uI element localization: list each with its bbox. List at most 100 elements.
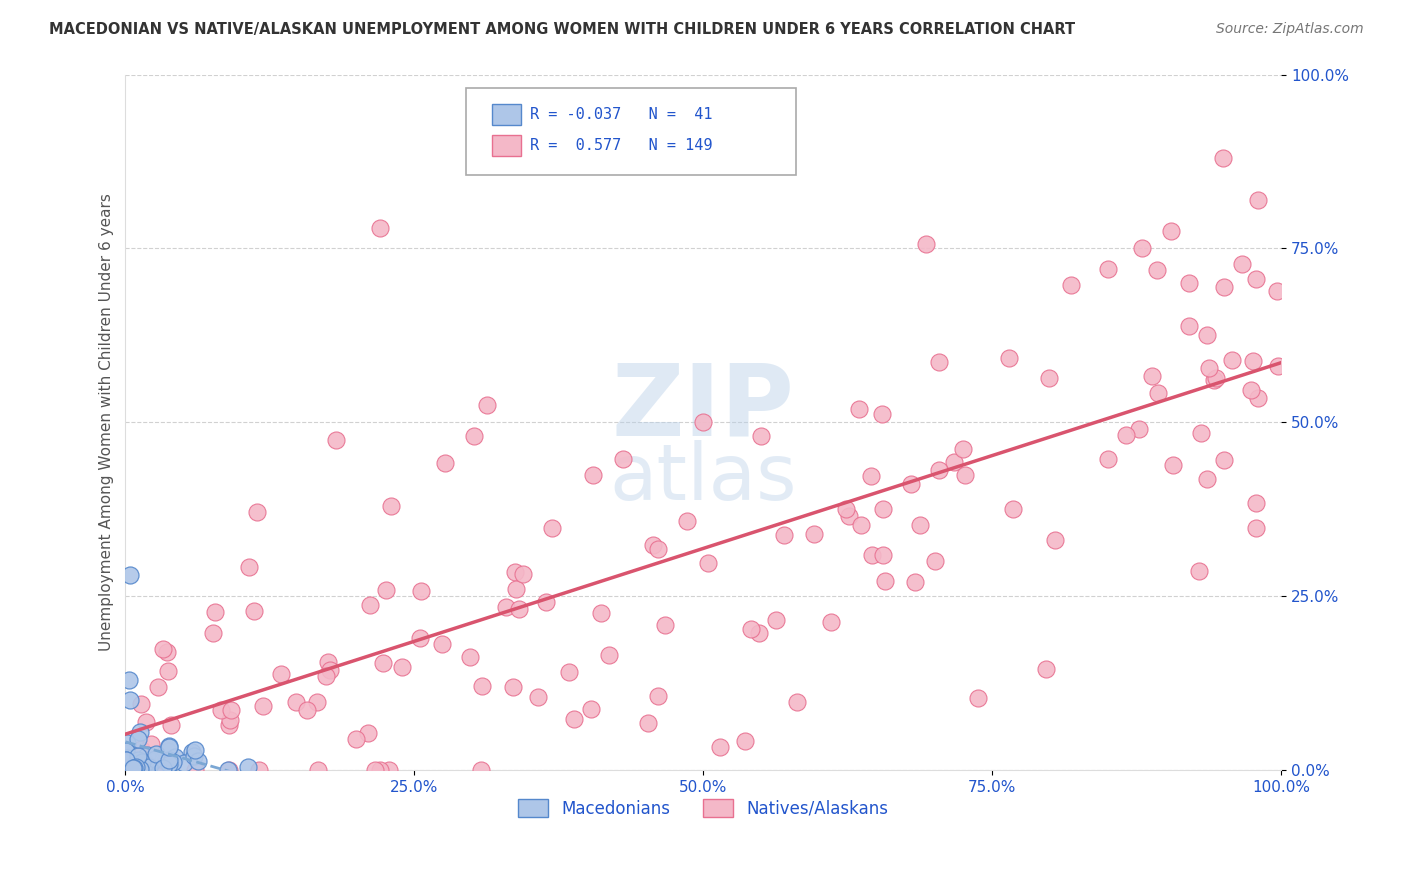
Point (471, 679, 494, 693)
Point (1038, 370, 1060, 384)
Point (409, 632, 432, 646)
Point (120, 568, 142, 582)
Point (434, 456, 457, 470)
Point (859, 468, 882, 483)
Point (284, 695, 307, 709)
Point (315, 668, 337, 682)
Point (943, 455, 966, 469)
Point (184, 743, 207, 757)
Point (134, 756, 156, 770)
Point (1246, 521, 1268, 535)
Point (692, 415, 714, 429)
Point (209, 703, 232, 717)
Legend: Macedonians, Natives/Alaskans: Macedonians, Natives/Alaskans (512, 793, 896, 824)
Point (380, 499, 402, 513)
Point (953, 468, 976, 483)
Point (246, 505, 269, 519)
Point (873, 574, 896, 588)
Point (160, 718, 183, 732)
Point (1197, 472, 1219, 486)
Point (156, 645, 179, 659)
Point (319, 663, 342, 677)
Point (307, 695, 329, 709)
Point (134, 756, 156, 771)
Point (502, 680, 524, 694)
Point (127, 753, 149, 767)
Point (136, 748, 159, 763)
Bar (492, 135, 520, 156)
Point (952, 442, 974, 457)
Point (748, 625, 770, 640)
FancyBboxPatch shape (467, 88, 796, 176)
Point (675, 514, 697, 528)
Point (579, 702, 602, 716)
Point (295, 703, 318, 717)
Point (463, 429, 485, 443)
Point (1212, 452, 1234, 467)
Point (1147, 386, 1170, 401)
Point (915, 237, 938, 252)
Text: MACEDONIAN VS NATIVE/ALASKAN UNEMPLOYMENT AMONG WOMEN WITH CHILDREN UNDER 6 YEAR: MACEDONIAN VS NATIVE/ALASKAN UNEMPLOYMEN… (49, 22, 1076, 37)
Point (142, 754, 165, 768)
Point (242, 604, 264, 618)
Point (114, 744, 136, 758)
Point (391, 660, 413, 674)
Point (1178, 318, 1201, 333)
Point (375, 582, 398, 597)
Text: atlas: atlas (610, 440, 797, 516)
Point (204, 605, 226, 619)
Point (1240, 383, 1263, 397)
Point (131, 755, 153, 769)
Point (1097, 452, 1119, 467)
Point (527, 690, 550, 704)
Point (458, 650, 481, 665)
Point (368, 220, 391, 235)
Point (612, 452, 634, 467)
Point (1115, 428, 1137, 442)
Point (129, 762, 152, 776)
Point (1060, 277, 1083, 292)
Point (183, 763, 205, 777)
Point (1244, 496, 1267, 510)
Point (122, 761, 145, 775)
Point (118, 673, 141, 687)
Point (505, 582, 527, 597)
Point (924, 554, 946, 568)
Point (709, 739, 731, 754)
Bar (492, 104, 520, 125)
Point (598, 648, 620, 662)
Point (238, 560, 260, 574)
Point (1205, 371, 1227, 385)
Point (409, 584, 432, 599)
Point (1001, 502, 1024, 516)
Point (697, 556, 720, 570)
Point (1188, 564, 1211, 578)
Text: R =  0.577   N = 149: R = 0.577 N = 149 (530, 138, 713, 153)
Point (749, 429, 772, 443)
Point (786, 695, 808, 709)
Point (120, 693, 142, 707)
Point (1241, 354, 1264, 368)
Point (1132, 241, 1154, 255)
Point (838, 508, 860, 523)
Point (1244, 272, 1267, 286)
Point (217, 763, 239, 777)
Point (1045, 533, 1067, 547)
Point (900, 476, 922, 491)
Point (153, 754, 176, 768)
Point (541, 521, 564, 535)
Point (904, 575, 927, 590)
Point (1220, 353, 1243, 368)
Point (156, 744, 179, 758)
Point (772, 528, 794, 542)
Point (187, 754, 209, 768)
Point (1160, 224, 1182, 238)
Point (364, 763, 387, 777)
Point (173, 756, 195, 770)
Point (1097, 262, 1119, 277)
Point (851, 518, 873, 533)
Point (157, 739, 180, 754)
Point (1189, 425, 1212, 440)
Point (122, 761, 145, 775)
Point (252, 699, 274, 714)
